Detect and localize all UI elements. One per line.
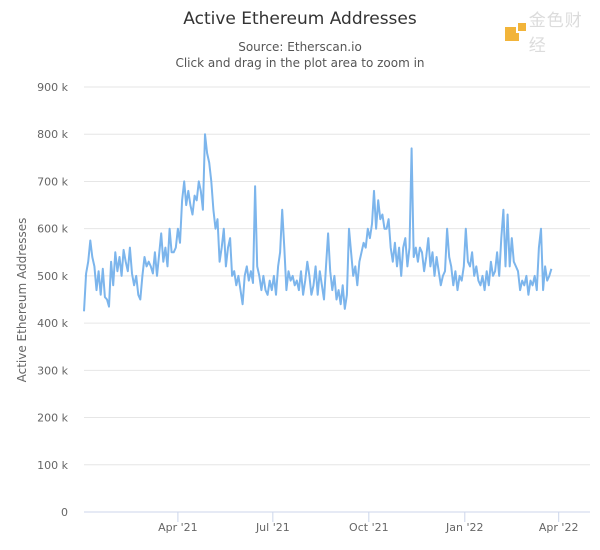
y-axis-title: Active Ethereum Addresses	[15, 218, 29, 383]
chart-subtitle-source: Source: Etherscan.io	[238, 40, 362, 54]
y-tick-label: 500 k	[37, 270, 68, 283]
watermark: 金色财经	[505, 6, 600, 56]
chart-title: Active Ethereum Addresses	[183, 9, 417, 29]
watermark-logo-icon	[505, 21, 528, 41]
x-tick-label: Apr '21	[158, 521, 198, 534]
y-tick-label: 200 k	[37, 412, 68, 425]
y-tick-label: 100 k	[37, 459, 68, 472]
x-tick-label: Oct '21	[349, 521, 389, 534]
y-tick-label: 300 k	[37, 364, 68, 377]
y-tick-label: 600 k	[37, 223, 68, 236]
y-tick-label: 800 k	[37, 128, 68, 141]
y-tick-label: 900 k	[37, 81, 68, 94]
y-tick-label: 400 k	[37, 317, 68, 330]
series-line	[83, 133, 553, 312]
x-tick-label: Jan '22	[445, 521, 483, 534]
y-tick-label: 700 k	[37, 175, 68, 188]
x-tick-label: Apr '22	[539, 521, 579, 534]
watermark-text: 金色财经	[528, 11, 583, 56]
x-tick-label: Jul '21	[255, 521, 290, 534]
chart-subtitle-hint: Click and drag in the plot area to zoom …	[175, 56, 424, 70]
y-tick-label: 0	[61, 506, 68, 519]
